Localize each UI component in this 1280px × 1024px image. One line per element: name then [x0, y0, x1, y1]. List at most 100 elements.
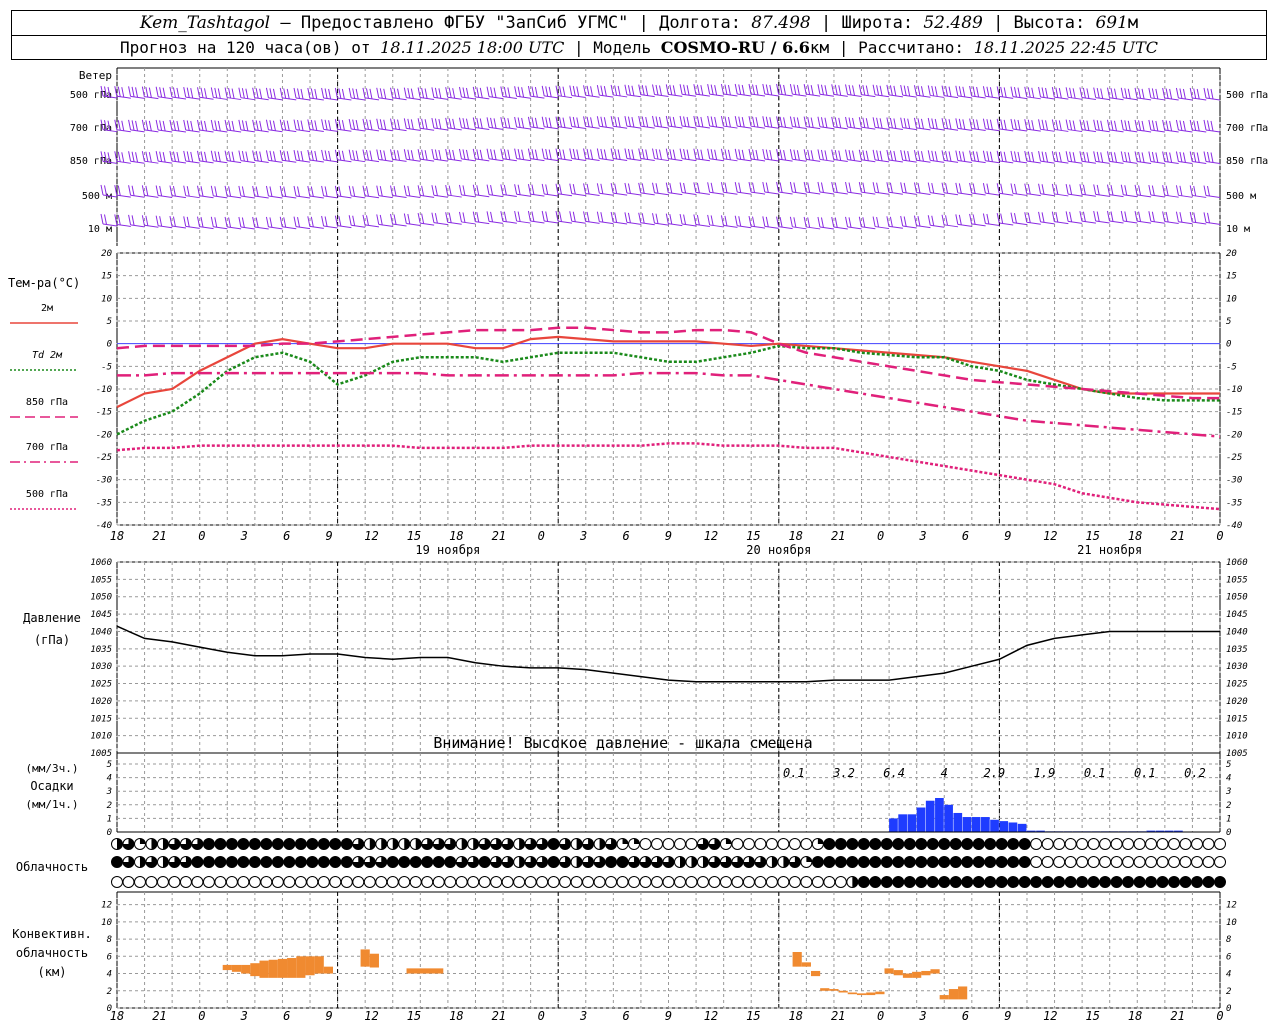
cloud-circle	[444, 876, 457, 888]
wind-barb-flag	[183, 185, 187, 196]
cloud-symbol	[972, 838, 985, 850]
lon-label: | Долгота:	[638, 13, 741, 33]
wind-barb	[585, 220, 600, 224]
wind-barb-flag	[472, 148, 476, 159]
cloud-symbol	[317, 856, 330, 868]
cloud-circle	[903, 838, 916, 850]
wind-barb-flag	[603, 86, 607, 97]
wind-barb-flag	[917, 85, 921, 96]
cloud-circle	[593, 876, 606, 888]
wind-barb-flag	[707, 115, 711, 127]
wind-barb-flag	[931, 215, 935, 226]
wind-barb	[1095, 220, 1110, 224]
wind-barb	[930, 192, 945, 196]
wind-barb-flag	[493, 118, 497, 129]
wind-barb-flag	[1058, 152, 1062, 163]
wind-barb-flag	[1120, 210, 1124, 222]
wind-barb-flag	[155, 86, 159, 97]
cloud-symbol	[1110, 876, 1123, 888]
wind-barb-flag	[917, 118, 921, 129]
wind-barb-flag	[955, 150, 959, 161]
wind-barb-flag	[1120, 184, 1124, 195]
cloud-symbol	[1214, 856, 1226, 868]
wind-barb-flag	[824, 150, 828, 161]
wind-barb-flag	[531, 211, 535, 222]
cloud-symbol	[696, 876, 709, 888]
time-tick-label: 18	[1128, 529, 1142, 543]
wind-barb-flag	[934, 86, 938, 97]
wind-barb-flag	[845, 116, 849, 128]
cloud-circle	[248, 838, 261, 850]
cloud-symbol	[754, 876, 767, 888]
cloud-circle	[340, 838, 353, 850]
wind-barb-flag	[128, 185, 132, 196]
wind-barb	[502, 95, 517, 99]
cloud-symbol	[582, 876, 595, 888]
precip-tick-label-right: 5	[1226, 760, 1231, 770]
temp-tick-label-right: -25	[1226, 453, 1242, 463]
wind-barb	[447, 221, 462, 225]
wind-barb-flag	[141, 119, 145, 131]
cloud-symbol	[1133, 838, 1146, 850]
time-tick-label: 3	[579, 529, 587, 543]
cloud-fill	[117, 838, 123, 850]
cloud-circle	[651, 876, 664, 888]
wind-barb	[943, 224, 959, 228]
wind-barb-flag	[300, 120, 304, 131]
wind-barb	[1026, 193, 1041, 197]
wind-barb-flag	[155, 119, 159, 131]
cloud-symbol	[1168, 876, 1181, 888]
wind-barb-flag	[141, 215, 145, 226]
precip-tick-label: 0	[107, 828, 112, 838]
precip-unit-1h: (мм/1ч.)	[26, 798, 79, 811]
wind-barb-flag	[945, 86, 949, 97]
wind-barb-flag	[245, 151, 249, 162]
wind-barb-flag	[948, 119, 952, 130]
wind-barb-flag	[1096, 211, 1100, 222]
cloud-symbol	[1110, 856, 1123, 868]
wind-barb-flag	[569, 85, 573, 96]
wind-barb-flag	[186, 216, 190, 227]
cloud-circle	[283, 856, 296, 868]
wind-barb-flag	[669, 84, 673, 95]
wind-barb-flag	[486, 86, 490, 97]
wind-barb-flag	[762, 216, 766, 227]
wind-barb-flag	[679, 115, 683, 127]
wind-barb-flag	[1000, 151, 1004, 162]
wind-barb-flag	[714, 116, 718, 128]
wind-barb	[171, 225, 187, 229]
cloud-symbol	[892, 838, 905, 850]
precip-bar	[962, 817, 972, 832]
cloud-circle	[524, 876, 537, 888]
forecast-time: 18.11.2025 18:00 UTC	[380, 38, 565, 57]
cloud-symbol	[363, 856, 376, 868]
wind-barb-flag	[128, 119, 132, 130]
wind-barb	[1123, 194, 1138, 198]
wind-barb-flag	[479, 87, 483, 98]
wind-barb	[957, 223, 972, 227]
wind-barb	[833, 191, 848, 195]
wind-barb	[737, 225, 752, 229]
wind-barb-flag	[431, 212, 435, 223]
wind-barb-flag	[1113, 152, 1117, 163]
wind-barb-flag	[145, 151, 149, 162]
wind-barb-flag	[555, 210, 559, 222]
wind-barb-flag	[724, 84, 728, 95]
temp-tick-label: 5	[107, 317, 112, 327]
wind-barb-flag	[779, 149, 783, 160]
cloud-symbol	[1156, 876, 1169, 888]
wind-barb-flag	[293, 150, 297, 161]
wind-barb-flag	[141, 185, 145, 196]
cloud-fill	[628, 856, 640, 868]
wind-barb-flag	[407, 88, 411, 99]
wind-barb-flag	[641, 116, 645, 127]
cloud-symbol	[122, 856, 135, 868]
cloud-symbol	[317, 838, 330, 850]
cloud-symbol	[1145, 838, 1158, 850]
wind-barb-flag	[204, 88, 208, 99]
wind-barb-flag	[686, 116, 690, 128]
wind-barb-flag	[197, 150, 201, 161]
wind-barb-flag	[286, 120, 290, 131]
cloud-symbol	[421, 838, 434, 850]
wind-barb-flag	[1196, 120, 1200, 132]
